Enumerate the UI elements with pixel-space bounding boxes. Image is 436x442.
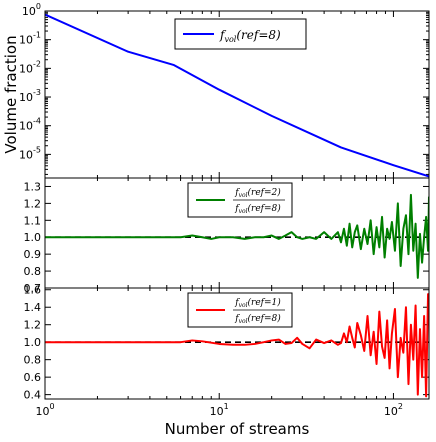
legend-denominator: fvol(ref=8) bbox=[234, 313, 281, 325]
x-tick-label-base: 10 bbox=[210, 405, 224, 418]
y-tick-label-exp: -1 bbox=[33, 31, 41, 40]
y-tick-label: 10-1 bbox=[19, 31, 41, 47]
y-tick-label-exp: -3 bbox=[33, 88, 41, 97]
panel-top: 10010-110-210-310-410-5fvol(ref=8)Volume… bbox=[2, 2, 430, 179]
legend-numerator-arg: (ref=2) bbox=[248, 187, 282, 198]
y-tick-label: 10-5 bbox=[19, 145, 41, 161]
legend-denominator-arg: (ref=8) bbox=[248, 203, 282, 214]
legend-numerator: fvol(ref=1) bbox=[234, 297, 281, 309]
y-tick-label-exp: -2 bbox=[33, 59, 41, 68]
legend-numerator-sub: vol bbox=[239, 192, 248, 199]
y-tick-label: 0.9 bbox=[24, 248, 42, 261]
legend-main: f bbox=[219, 28, 227, 42]
y-tick-label-base: 10 bbox=[22, 5, 36, 18]
y-tick-label: 1.2 bbox=[24, 197, 42, 210]
x-tick-label-base: 10 bbox=[35, 405, 49, 418]
y-tick-label: 1.6 bbox=[24, 284, 42, 297]
y-tick-label: 0.8 bbox=[24, 354, 42, 367]
x-tick-label: 100 bbox=[35, 402, 54, 418]
y-tick-label-exp: 0 bbox=[36, 2, 41, 11]
x-axis-label: Number of streams bbox=[165, 420, 310, 438]
y-tick-label-exp: -5 bbox=[33, 145, 41, 154]
y-tick-label: 1.0 bbox=[24, 231, 42, 244]
legend-denominator-arg: (ref=8) bbox=[248, 313, 282, 324]
y-tick-label-exp: -4 bbox=[33, 117, 41, 126]
y-tick-label-base: 10 bbox=[19, 120, 33, 133]
y-tick-label-base: 10 bbox=[19, 148, 33, 161]
x-tick-label-exp: 1 bbox=[224, 402, 229, 411]
y-tick-label-base: 10 bbox=[19, 91, 33, 104]
y-tick-label: 10-4 bbox=[19, 117, 41, 133]
y-tick-label: 1.1 bbox=[24, 214, 42, 227]
legend-numerator-arg: (ref=1) bbox=[248, 297, 282, 308]
axes-frame bbox=[44, 287, 430, 400]
series-line bbox=[45, 193, 429, 279]
legend-denominator-main: f bbox=[234, 314, 240, 324]
y-axis-label: Volume fraction bbox=[2, 35, 20, 153]
y-tick-label: 100 bbox=[22, 2, 41, 18]
legend-sub: vol bbox=[224, 35, 236, 44]
y-tick-label: 1.0 bbox=[24, 336, 42, 349]
legend-numerator-sub: vol bbox=[239, 302, 248, 309]
y-tick-label: 10-3 bbox=[19, 88, 41, 104]
panel-bottom: 0.40.60.81.01.21.41.6fvol(ref=1)fvol(ref… bbox=[24, 284, 430, 438]
x-tick-label-exp: 2 bbox=[398, 402, 403, 411]
x-tick-label-exp: 0 bbox=[49, 402, 54, 411]
legend: fvol(ref=8) bbox=[174, 18, 307, 50]
legend-numerator: fvol(ref=2) bbox=[234, 187, 281, 199]
y-tick-label: 0.6 bbox=[24, 371, 42, 384]
legend-arg: (ref=8) bbox=[236, 28, 281, 42]
legend-denominator: fvol(ref=8) bbox=[234, 203, 281, 215]
panel-middle: 0.70.80.91.01.11.21.3 fvol(ref=2)fvol(ref… bbox=[24, 177, 430, 295]
legend-denominator-sub: vol bbox=[239, 318, 248, 325]
legend-numerator-main: f bbox=[234, 298, 240, 308]
y-tick-label: 1.3 bbox=[24, 180, 42, 193]
y-tick-label: 0.7 bbox=[24, 282, 42, 295]
x-tick-label: 101 bbox=[210, 402, 229, 418]
y-tick-label-base: 10 bbox=[19, 34, 33, 47]
series-line bbox=[45, 293, 429, 398]
legend-numerator-main: f bbox=[234, 188, 240, 198]
y-tick-label: 0.8 bbox=[24, 265, 42, 278]
y-tick-label: 1.4 bbox=[24, 301, 42, 314]
y-tick-label-base: 10 bbox=[19, 62, 33, 75]
x-tick-label-base: 10 bbox=[384, 405, 398, 418]
y-tick-label: 10-2 bbox=[19, 59, 41, 75]
y-tick-label: 0.4 bbox=[24, 389, 42, 402]
legend: fvol(ref=2)fvol(ref=8) bbox=[187, 182, 293, 218]
x-tick-label: 102 bbox=[384, 402, 403, 418]
legend: fvol(ref=1)fvol(ref=8) bbox=[187, 292, 293, 328]
legend-denominator-sub: vol bbox=[239, 208, 248, 215]
legend-label: fvol(ref=8) bbox=[219, 28, 281, 44]
series-line bbox=[45, 13, 429, 178]
legend-denominator-main: f bbox=[234, 204, 240, 214]
y-tick-label: 1.2 bbox=[24, 319, 42, 332]
